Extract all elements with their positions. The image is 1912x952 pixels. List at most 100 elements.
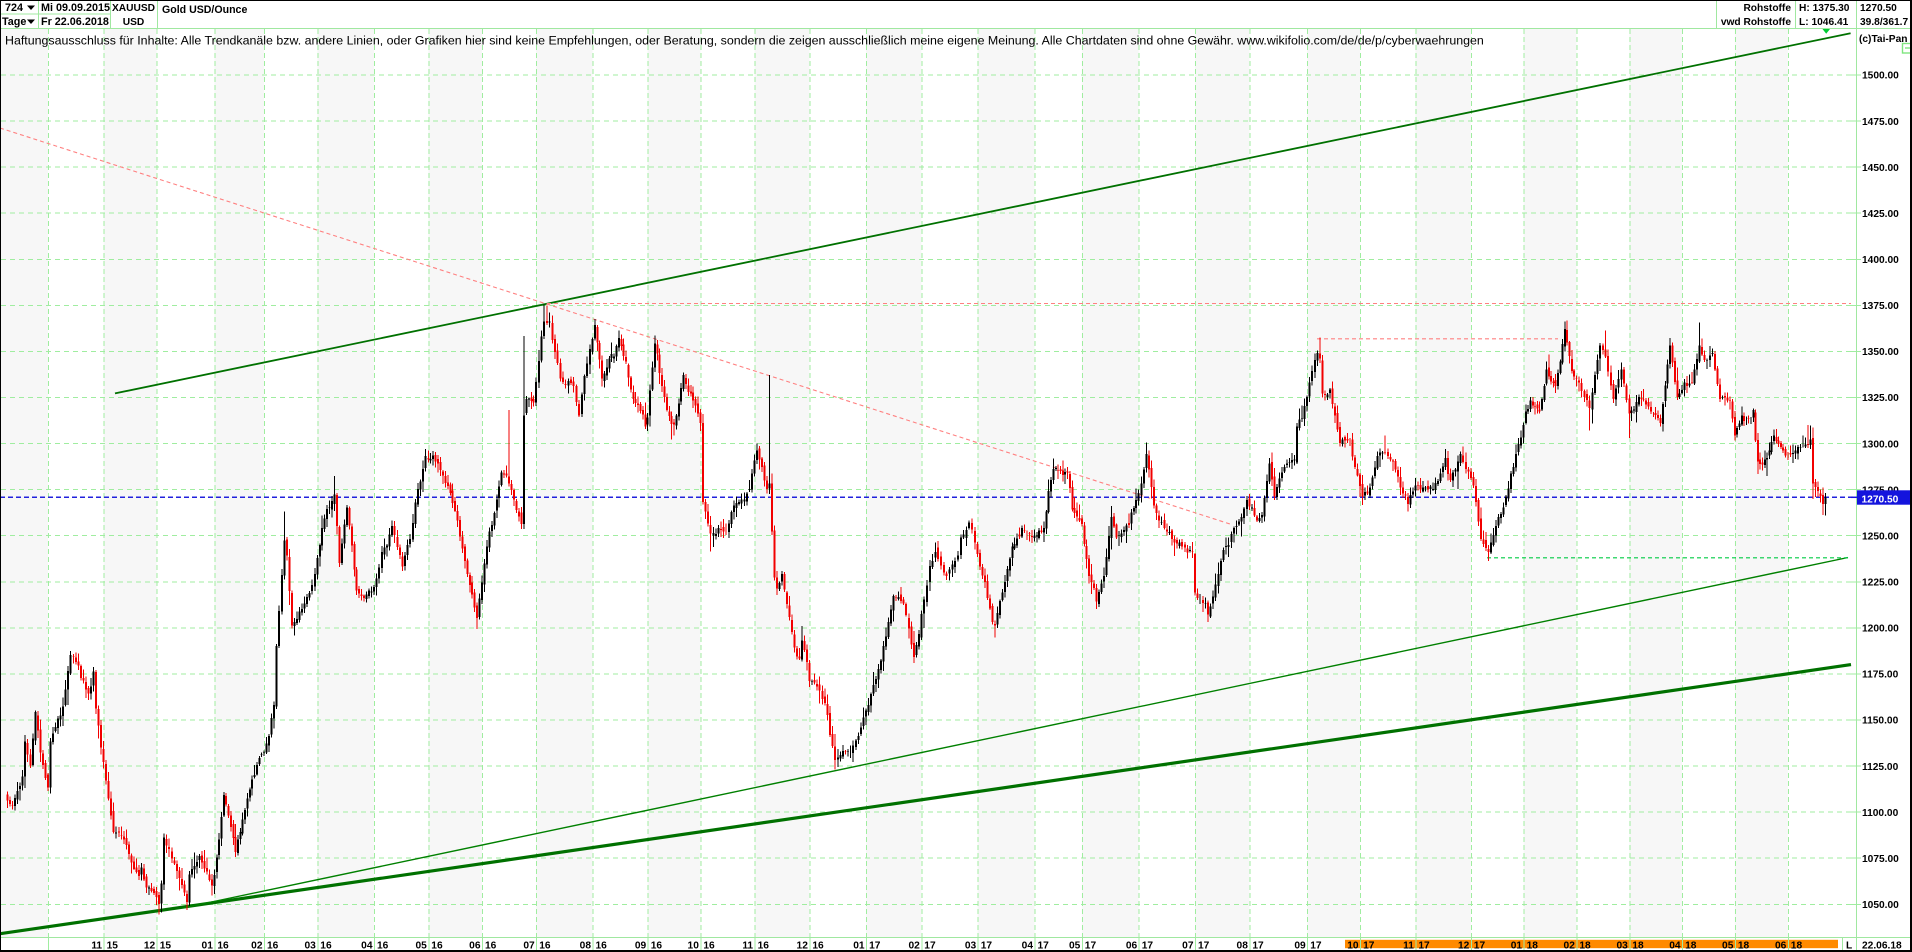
svg-text:08: 08 — [1237, 941, 1249, 952]
svg-text:16: 16 — [651, 941, 663, 952]
svg-text:17: 17 — [1085, 941, 1097, 952]
svg-text:12: 12 — [1458, 941, 1470, 952]
svg-text:1225.00: 1225.00 — [1862, 578, 1899, 589]
svg-text:16: 16 — [539, 941, 551, 952]
svg-text:17: 17 — [1252, 941, 1264, 952]
svg-text:04: 04 — [361, 941, 373, 952]
svg-text:22.06.18: 22.06.18 — [1862, 941, 1902, 952]
svg-text:09: 09 — [635, 941, 647, 952]
svg-text:Haftungsausschluss für Inhalte: Haftungsausschluss für Inhalte: Alle Tre… — [5, 34, 1484, 48]
svg-text:02: 02 — [1564, 941, 1576, 952]
svg-text:11: 11 — [91, 941, 102, 952]
svg-text:vwd Rohstoffe: vwd Rohstoffe — [1721, 17, 1792, 28]
svg-text:1270.50: 1270.50 — [1860, 3, 1897, 14]
svg-text:18: 18 — [1579, 941, 1591, 952]
svg-text:1125.00: 1125.00 — [1862, 762, 1899, 773]
svg-text:03: 03 — [1616, 941, 1628, 952]
svg-text:16: 16 — [485, 941, 497, 952]
svg-text:16: 16 — [812, 941, 824, 952]
svg-text:Fr 22.06.2018: Fr 22.06.2018 — [41, 16, 109, 28]
svg-text:11: 11 — [742, 941, 753, 952]
svg-text:05: 05 — [1722, 941, 1734, 952]
svg-text:L: 1046.41: L: 1046.41 — [1799, 17, 1849, 28]
svg-text:16: 16 — [596, 941, 608, 952]
svg-text:39.8/361.7: 39.8/361.7 — [1860, 17, 1908, 28]
svg-text:07: 07 — [523, 941, 535, 952]
svg-text:10: 10 — [1347, 941, 1359, 952]
svg-text:03: 03 — [965, 941, 977, 952]
svg-text:1270.50: 1270.50 — [1862, 494, 1899, 505]
svg-text:05: 05 — [1069, 941, 1081, 952]
svg-text:09: 09 — [1294, 941, 1306, 952]
svg-text:XAUUSD: XAUUSD — [112, 3, 155, 14]
svg-text:16: 16 — [267, 941, 279, 952]
svg-text:L: L — [1846, 941, 1852, 952]
svg-text:04: 04 — [1022, 941, 1034, 952]
svg-text:17: 17 — [1363, 941, 1375, 952]
svg-text:17: 17 — [1038, 941, 1050, 952]
svg-text:1300.00: 1300.00 — [1862, 439, 1899, 450]
svg-text:08: 08 — [580, 941, 592, 952]
svg-text:07: 07 — [1182, 941, 1194, 952]
svg-text:1350.00: 1350.00 — [1862, 347, 1899, 358]
svg-text:17: 17 — [1474, 941, 1486, 952]
svg-text:1450.00: 1450.00 — [1862, 163, 1899, 174]
svg-text:03: 03 — [304, 941, 316, 952]
svg-text:16: 16 — [758, 941, 770, 952]
svg-text:02: 02 — [908, 941, 920, 952]
svg-text:18: 18 — [1791, 941, 1803, 952]
svg-text:1175.00: 1175.00 — [1862, 670, 1899, 681]
svg-text:1150.00: 1150.00 — [1862, 716, 1899, 727]
svg-text:16: 16 — [217, 941, 229, 952]
svg-text:18: 18 — [1738, 941, 1750, 952]
svg-text:1250.00: 1250.00 — [1862, 531, 1899, 542]
svg-text:USD: USD — [123, 17, 145, 28]
svg-text:1375.00: 1375.00 — [1862, 301, 1899, 312]
svg-text:06: 06 — [469, 941, 481, 952]
svg-text:17: 17 — [1310, 941, 1322, 952]
svg-text:Mi 09.09.2015: Mi 09.09.2015 — [41, 2, 110, 14]
svg-text:(c)Tai-Pan: (c)Tai-Pan — [1859, 34, 1908, 45]
svg-text:17: 17 — [1418, 941, 1430, 952]
svg-text:12: 12 — [144, 941, 156, 952]
svg-text:1400.00: 1400.00 — [1862, 255, 1899, 266]
svg-text:1050.00: 1050.00 — [1862, 900, 1899, 911]
svg-text:Tage: Tage — [2, 16, 26, 28]
svg-text:17: 17 — [869, 941, 881, 952]
svg-text:05: 05 — [415, 941, 427, 952]
svg-text:17: 17 — [981, 941, 993, 952]
svg-text:06: 06 — [1126, 941, 1138, 952]
svg-text:04: 04 — [1669, 941, 1681, 952]
svg-text:16: 16 — [431, 941, 443, 952]
svg-text:16: 16 — [320, 941, 332, 952]
svg-text:18: 18 — [1685, 941, 1697, 952]
svg-text:17: 17 — [1142, 941, 1154, 952]
svg-text:16: 16 — [703, 941, 715, 952]
svg-text:Rohstoffe: Rohstoffe — [1743, 3, 1791, 14]
svg-text:01: 01 — [853, 941, 865, 952]
svg-text:H: 1375.30: H: 1375.30 — [1799, 3, 1850, 14]
svg-text:1200.00: 1200.00 — [1862, 624, 1899, 635]
svg-text:06: 06 — [1775, 941, 1787, 952]
svg-text:1425.00: 1425.00 — [1862, 209, 1899, 220]
svg-text:724: 724 — [5, 2, 23, 14]
svg-text:01: 01 — [1511, 941, 1523, 952]
svg-text:10: 10 — [688, 941, 700, 952]
svg-text:1325.00: 1325.00 — [1862, 393, 1899, 404]
svg-text:15: 15 — [160, 941, 172, 952]
svg-text:18: 18 — [1632, 941, 1644, 952]
svg-text:11: 11 — [1403, 941, 1414, 952]
svg-text:1100.00: 1100.00 — [1862, 808, 1899, 819]
svg-text:Gold USD/Ounce: Gold USD/Ounce — [162, 4, 247, 16]
svg-text:16: 16 — [377, 941, 389, 952]
svg-text:18: 18 — [1527, 941, 1539, 952]
svg-text:12: 12 — [797, 941, 809, 952]
svg-text:1075.00: 1075.00 — [1862, 854, 1899, 865]
svg-text:1500.00: 1500.00 — [1862, 71, 1899, 82]
svg-text:02: 02 — [251, 941, 263, 952]
svg-text:15: 15 — [107, 941, 119, 952]
svg-text:17: 17 — [924, 941, 936, 952]
svg-text:01: 01 — [202, 941, 214, 952]
svg-text:1475.00: 1475.00 — [1862, 117, 1899, 128]
svg-text:17: 17 — [1198, 941, 1210, 952]
